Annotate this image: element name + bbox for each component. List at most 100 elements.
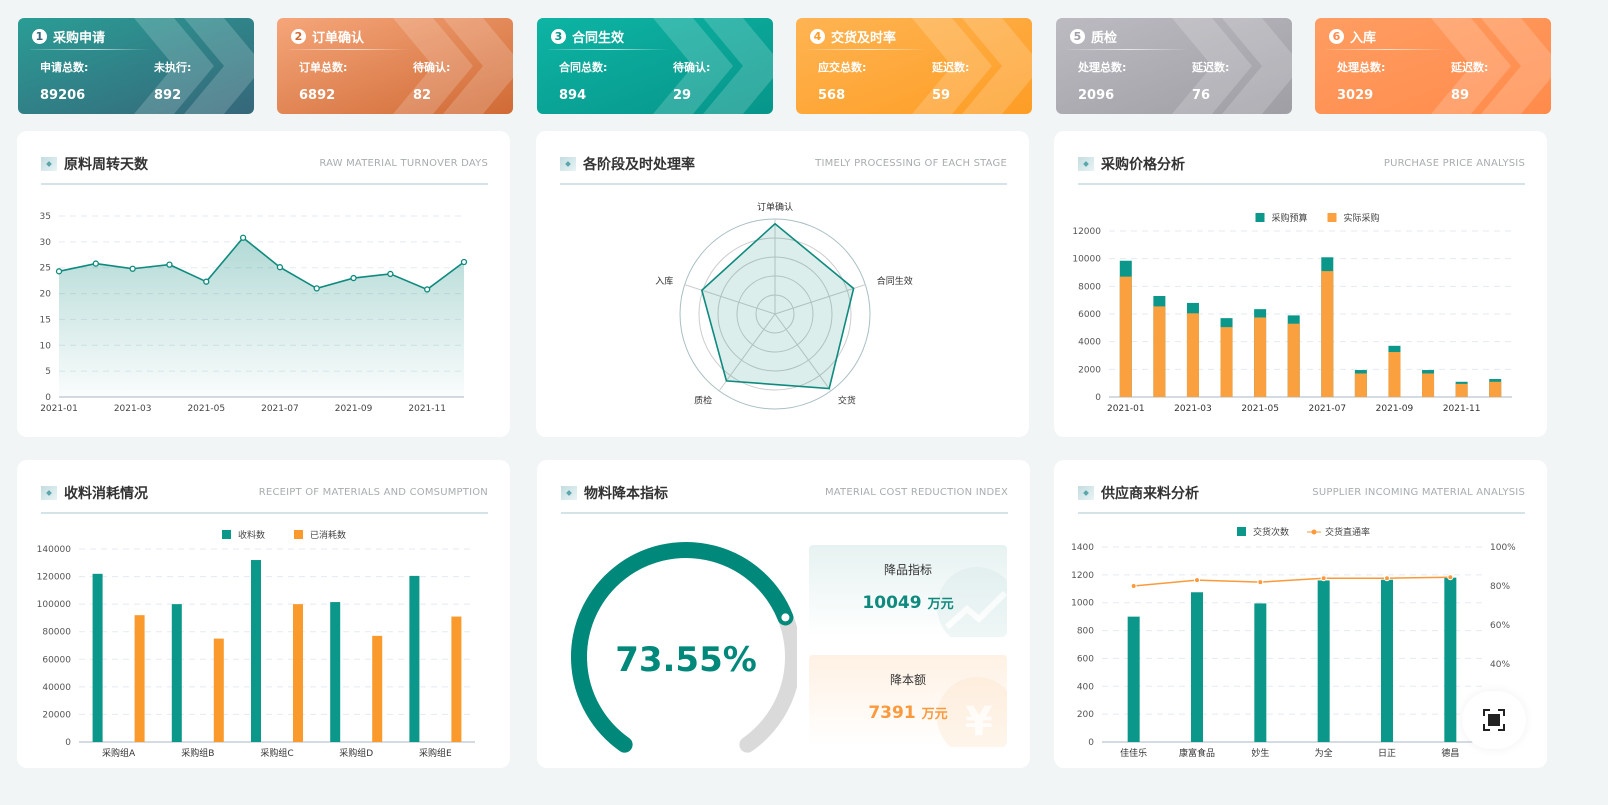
- kpi-value: 76: [1192, 88, 1211, 103]
- bar: [1287, 323, 1300, 397]
- bar: [92, 573, 103, 742]
- panel-title-icon: [41, 157, 57, 171]
- step-number: 4: [810, 29, 825, 44]
- y-tick-label: 400: [1077, 682, 1094, 692]
- panel-subtitle: MATERIAL COST REDUCTION INDEX: [824, 487, 1008, 498]
- kpi-label: 应交总数:: [818, 61, 867, 74]
- area-fill: [59, 237, 464, 397]
- data-point: [203, 278, 210, 285]
- step-number: 5: [1070, 29, 1085, 44]
- y-tick-label: 0: [45, 393, 51, 403]
- y2-tick-label: 40%: [1490, 660, 1510, 670]
- step-number: 6: [1329, 29, 1344, 44]
- legend-label: 交货直通率: [1325, 526, 1370, 538]
- gauge-handle: [779, 611, 792, 624]
- x-tick-label: 2021-11: [1443, 404, 1481, 414]
- kpi-card[interactable]: 5 质检 处理总数: 延迟数: 2096 76: [1056, 18, 1292, 114]
- y-tick-label: 6000: [1078, 310, 1101, 320]
- svg-text:¥: ¥: [965, 699, 993, 745]
- panel-subtitle: RAW MATERIAL TURNOVER DAYS: [319, 158, 488, 169]
- y-tick-label: 12000: [1072, 227, 1101, 237]
- radar-indicator-label: 质检: [694, 395, 712, 407]
- divider: [30, 49, 150, 50]
- y-tick-label: 10000: [1072, 255, 1101, 265]
- panel-cost: 物料降本指标 MATERIAL COST REDUCTION INDEX 73.5…: [537, 460, 1030, 768]
- y-tick-label: 8000: [1078, 282, 1101, 292]
- receipt-chart: 0 20000 40000 60000 80000 100000 120000 140000 收…: [37, 529, 475, 759]
- cost-gauge: 73.55%: [571, 542, 797, 753]
- kpi-card[interactable]: 4 交货及时率 应交总数: 延迟数: 568 59: [796, 18, 1032, 114]
- panel-title: 采购价格分析: [1101, 157, 1185, 173]
- step-number: 1: [32, 29, 47, 44]
- kpi-card[interactable]: 1 采购申请 申请总数: 未执行: 89206 892: [18, 18, 254, 114]
- kpi-value: 82: [413, 88, 432, 103]
- kpi-title: 交货及时率: [831, 31, 897, 46]
- chevron-decoration: [912, 18, 1032, 114]
- data-point: [313, 285, 320, 292]
- bar: [1153, 306, 1166, 397]
- data-point: [1447, 574, 1454, 581]
- bar: [330, 602, 341, 742]
- kpi-value: 2096: [1078, 88, 1115, 103]
- bar: [171, 604, 182, 742]
- x-tick-label: 采购组E: [419, 747, 452, 759]
- y-tick-label: 10: [40, 341, 52, 351]
- x-tick-label: 2021-11: [408, 404, 446, 414]
- y-tick-label: 60000: [42, 655, 71, 665]
- y-tick-label: 1400: [1071, 543, 1094, 553]
- kpi-title: 入库: [1350, 31, 1377, 46]
- kpi-card[interactable]: 6 入库 处理总数: 延迟数: 3029 89: [1315, 18, 1551, 114]
- bar: [1220, 327, 1233, 397]
- radar-axis: [718, 313, 776, 392]
- bar: [1186, 313, 1199, 397]
- bar: [1254, 603, 1267, 742]
- panel-price: 采购价格分析 PURCHASE PRICE ANALYSIS 0 2000 4000 6…: [1054, 131, 1547, 437]
- x-tick-label: 采购组D: [339, 747, 373, 759]
- divider: [549, 49, 669, 50]
- y-tick-label: 4000: [1078, 338, 1101, 348]
- kpi-label: 处理总数:: [1337, 61, 1386, 74]
- divider: [808, 49, 928, 50]
- radar-series: [700, 222, 855, 390]
- kpi-card[interactable]: 2 订单确认 订单总数: 待确认: 6892 82: [277, 18, 513, 114]
- reduction-amount-label: 降本额: [889, 673, 926, 687]
- x-tick-label: 2021-05: [1241, 404, 1279, 414]
- fullscreen-button[interactable]: [1462, 691, 1526, 749]
- fullscreen-icon: [1483, 709, 1505, 731]
- x-tick-label: 2021-09: [335, 404, 373, 414]
- kpi-title: 合同生效: [572, 31, 625, 46]
- kpi-value: 3029: [1337, 88, 1374, 103]
- y-tick-label: 1000: [1071, 599, 1094, 609]
- legend-swatch-icon: [222, 530, 231, 539]
- x-tick-label: 2021-07: [261, 404, 299, 414]
- panel-title-icon: [560, 157, 576, 171]
- step-number: 2: [291, 29, 306, 44]
- legend-label: 收料数: [238, 529, 265, 541]
- legend-swatch-icon: [1237, 527, 1246, 536]
- divider: [1327, 49, 1447, 50]
- bar: [1489, 381, 1502, 397]
- panel-title: 各阶段及时处理率: [583, 157, 695, 173]
- data-point: [129, 265, 136, 272]
- bar: [1444, 577, 1457, 742]
- bar: [1119, 276, 1132, 397]
- kpi-label: 处理总数:: [1078, 61, 1127, 74]
- bar: [1191, 592, 1203, 742]
- panel-title: 供应商来料分析: [1101, 486, 1199, 502]
- y-tick-label: 100000: [37, 600, 72, 610]
- bar: [1388, 352, 1401, 397]
- kpi-card[interactable]: 3 合同生效 合同总数: 待确认: 894 29: [537, 18, 773, 114]
- chevron-decoration: [393, 18, 513, 114]
- reduction-index-box: 降品指标 10049 万元: [809, 545, 1007, 637]
- radar-axis: [774, 313, 832, 392]
- panel-title-icon: [1078, 486, 1094, 500]
- bar: [1127, 616, 1140, 742]
- y-tick-label: 15: [40, 315, 51, 325]
- x-tick-label: 2021-07: [1308, 404, 1346, 414]
- bar: [1381, 579, 1393, 742]
- kpi-value: 89206: [40, 88, 86, 103]
- x-tick-label: 德昌: [1441, 747, 1459, 759]
- chevron-decoration: [1431, 18, 1551, 114]
- y-tick-label: 80000: [42, 628, 71, 638]
- panel-receipt: 收料消耗情况 RECEIPT OF MATERIALS AND COMSUMPTI…: [17, 460, 510, 768]
